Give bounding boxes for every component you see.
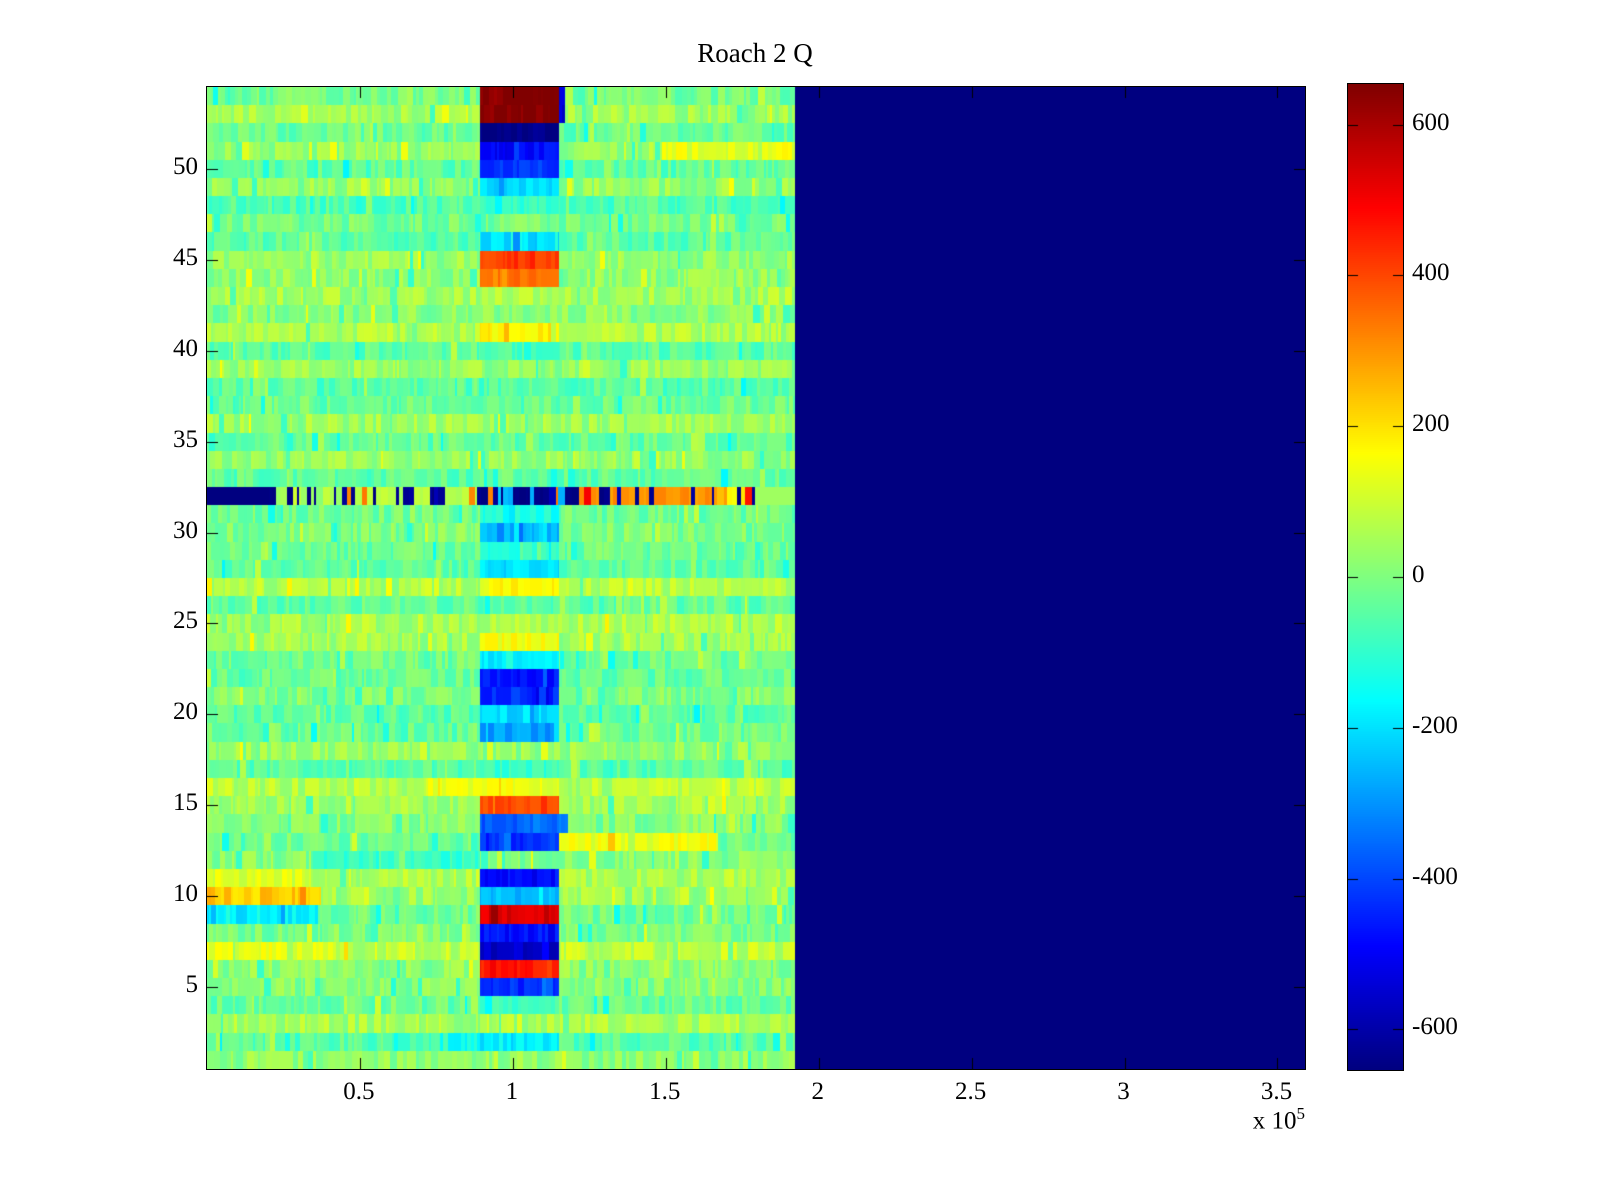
colorbar-tick-label: -400 (1412, 862, 1458, 890)
y-tick-label: 50 (173, 152, 198, 180)
plot-title: Roach 2 Q (697, 38, 813, 68)
x-tick-label: 0.5 (343, 1078, 375, 1105)
y-tick-label: 15 (173, 789, 198, 817)
y-tick-label: 10 (173, 880, 198, 908)
x-tick-label: 1 (505, 1078, 519, 1105)
x-tick-label: 1.5 (649, 1078, 681, 1105)
y-tick-label: 40 (173, 334, 198, 362)
colorbar-gradient (1348, 84, 1403, 1070)
x-tick-label: 3.5 (1260, 1078, 1293, 1105)
heatmap-image (207, 87, 1305, 1069)
x-tick-label: 2 (811, 1078, 824, 1105)
colorbar-tick-label: -200 (1412, 711, 1458, 739)
y-tick-label: 25 (173, 607, 198, 635)
y-tick-label: 20 (173, 698, 198, 726)
colorbar-tick-label: 400 (1412, 259, 1450, 287)
y-tick-label: 5 (185, 971, 199, 999)
plot-area (206, 86, 1306, 1070)
y-tick-label: 45 (173, 243, 198, 271)
x-tick-label: 3 (1117, 1078, 1130, 1105)
colorbar-tick-label: 600 (1412, 108, 1450, 136)
y-tick-label: 35 (173, 425, 198, 453)
colorbar-tick-label: -600 (1412, 1013, 1458, 1041)
colorbar-tick-label: 0 (1412, 561, 1425, 588)
x-axis-exponent-label: x 105 (1252, 1104, 1305, 1135)
colorbar (1347, 83, 1404, 1071)
colorbar-tick-label: 200 (1412, 410, 1450, 438)
x-tick-label: 2.5 (954, 1078, 987, 1105)
y-tick-label: 30 (173, 516, 198, 544)
